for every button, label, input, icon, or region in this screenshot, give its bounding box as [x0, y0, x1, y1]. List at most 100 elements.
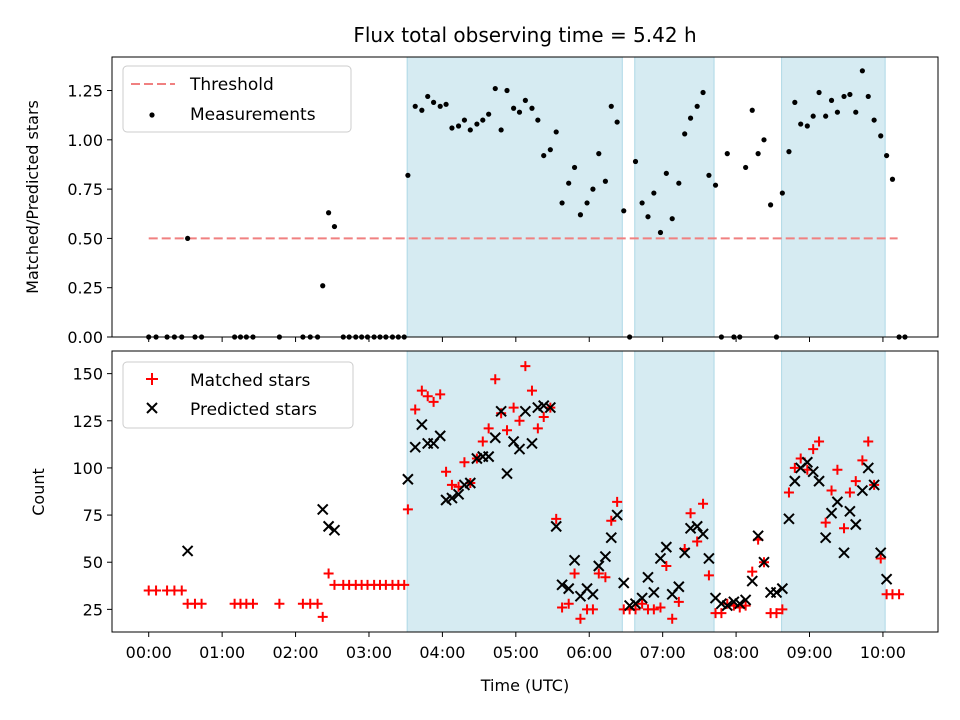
matched-star-point: [532, 423, 543, 434]
matched-star-point: [428, 396, 439, 407]
measurement-point: [871, 117, 877, 123]
measurement-point: [816, 89, 822, 96]
matched-star-point: [716, 608, 727, 619]
predicted-star-point: [734, 598, 746, 610]
matched-star-point: [789, 462, 800, 473]
measurement-point: [761, 137, 767, 143]
measurement-point: [590, 186, 596, 192]
matched-star-point: [399, 579, 410, 590]
matched-star-point: [402, 504, 413, 515]
matched-star-point: [329, 579, 340, 590]
predicted-star-point: [776, 582, 789, 595]
predicted-star-point: [838, 547, 850, 559]
bottom-panel: Count Time (UTC) 25 50 75 100 125 150 00:00 01…: [29, 350, 939, 695]
matched-star-point: [196, 598, 207, 609]
matched-star-point: [698, 498, 709, 509]
measurement-point: [639, 200, 645, 206]
matched-star-point: [655, 602, 666, 613]
predicted-star-point: [642, 571, 654, 584]
matched-star-point: [808, 444, 819, 455]
predicted-star-point: [501, 467, 513, 480]
matched-star-point: [637, 598, 648, 609]
measurement-point: [792, 99, 798, 105]
bottom-y-tick-label: 125: [72, 412, 103, 431]
matched-star-point: [557, 602, 568, 613]
measurement-point: [694, 103, 700, 109]
shaded-interval: [634, 350, 715, 633]
measurement-point: [511, 105, 517, 111]
measurement-point: [437, 103, 443, 109]
measurement-point: [449, 125, 455, 131]
measurement-point: [541, 152, 547, 159]
matched-star-point: [435, 389, 446, 400]
predicted-star-point: [819, 531, 832, 544]
matched-star-point: [606, 515, 617, 526]
predicted-star-point: [721, 599, 733, 612]
predicted-star-point: [402, 473, 414, 485]
matched-star-point: [410, 404, 421, 415]
threshold-legend-label: Threshold: [189, 75, 274, 95]
matched-star-point: [520, 361, 531, 372]
top-panel: Flux total observing time = 5.42 h Match…: [23, 23, 939, 347]
predicted-star-point: [739, 594, 752, 606]
predicted-star-point: [868, 479, 880, 491]
bottom-y-tick-label: 100: [72, 459, 103, 478]
measurement-point: [779, 190, 785, 196]
matched-star-point: [593, 568, 604, 579]
measurement-point: [529, 105, 535, 111]
measurement-point: [480, 117, 486, 123]
bottom-y-axis-label: Count: [29, 468, 48, 516]
matched-star-point: [490, 374, 501, 385]
predicted-star-point: [703, 552, 715, 565]
bottom-x-tick-label: 04:00: [419, 643, 465, 662]
predicted-star-point: [464, 477, 477, 489]
predicted-star-point: [844, 505, 856, 518]
predicted-star-point: [416, 418, 428, 431]
measurement-point: [461, 117, 468, 123]
predicted-legend-swatch: [146, 402, 158, 414]
matched-star-point: [820, 517, 831, 528]
predicted-star-point: [654, 552, 667, 565]
measurement-point: [577, 212, 584, 218]
matched-star-point: [274, 598, 285, 609]
matched-star-point: [569, 568, 580, 579]
measurement-point: [828, 97, 835, 103]
measurement-point: [700, 89, 706, 96]
bottom-x-tick-label: 02:00: [273, 643, 319, 662]
bottom-plot-frame: [111, 350, 939, 633]
predicted-star-point: [593, 560, 605, 572]
matched-star-point: [692, 536, 703, 547]
measurement-point: [878, 133, 884, 139]
measurement-point: [498, 127, 504, 133]
measurement-point: [559, 200, 565, 206]
matched-star-point: [832, 464, 843, 475]
bottom-y-tick-label: 75: [83, 506, 103, 525]
matched-star-point: [422, 391, 433, 402]
predicted-star-point: [673, 581, 685, 593]
measurement-point: [669, 216, 675, 222]
measurement-point: [884, 152, 890, 159]
predicted-star-point: [446, 492, 458, 504]
measurement-point: [632, 158, 639, 165]
top-shaded-regions: [406, 56, 886, 338]
matched-star-point: [667, 613, 678, 624]
measurement-point: [412, 103, 418, 109]
predicted-star-point: [611, 509, 623, 521]
predicted-star-point: [678, 547, 691, 559]
bottom-x-tick-label: 06:00: [566, 643, 612, 662]
matched-star-point: [538, 412, 549, 423]
predicted-star-point: [568, 554, 581, 567]
top-plot-frame: [111, 56, 939, 338]
predicted-star-point: [599, 550, 612, 563]
top-legend-box: [122, 65, 352, 133]
bottom-shaded-regions: [406, 350, 886, 633]
measurements-legend-label: Measurements: [190, 105, 316, 125]
predicted-star-point: [328, 524, 341, 536]
predicted-star-point: [513, 443, 526, 455]
predicted-star-point: [856, 484, 869, 497]
measurement-point: [571, 164, 578, 171]
measurement-point: [185, 235, 191, 242]
bottom-x-tick-label: 08:00: [713, 643, 759, 662]
measurement-point: [608, 103, 614, 109]
predicted-star-point: [691, 520, 703, 533]
